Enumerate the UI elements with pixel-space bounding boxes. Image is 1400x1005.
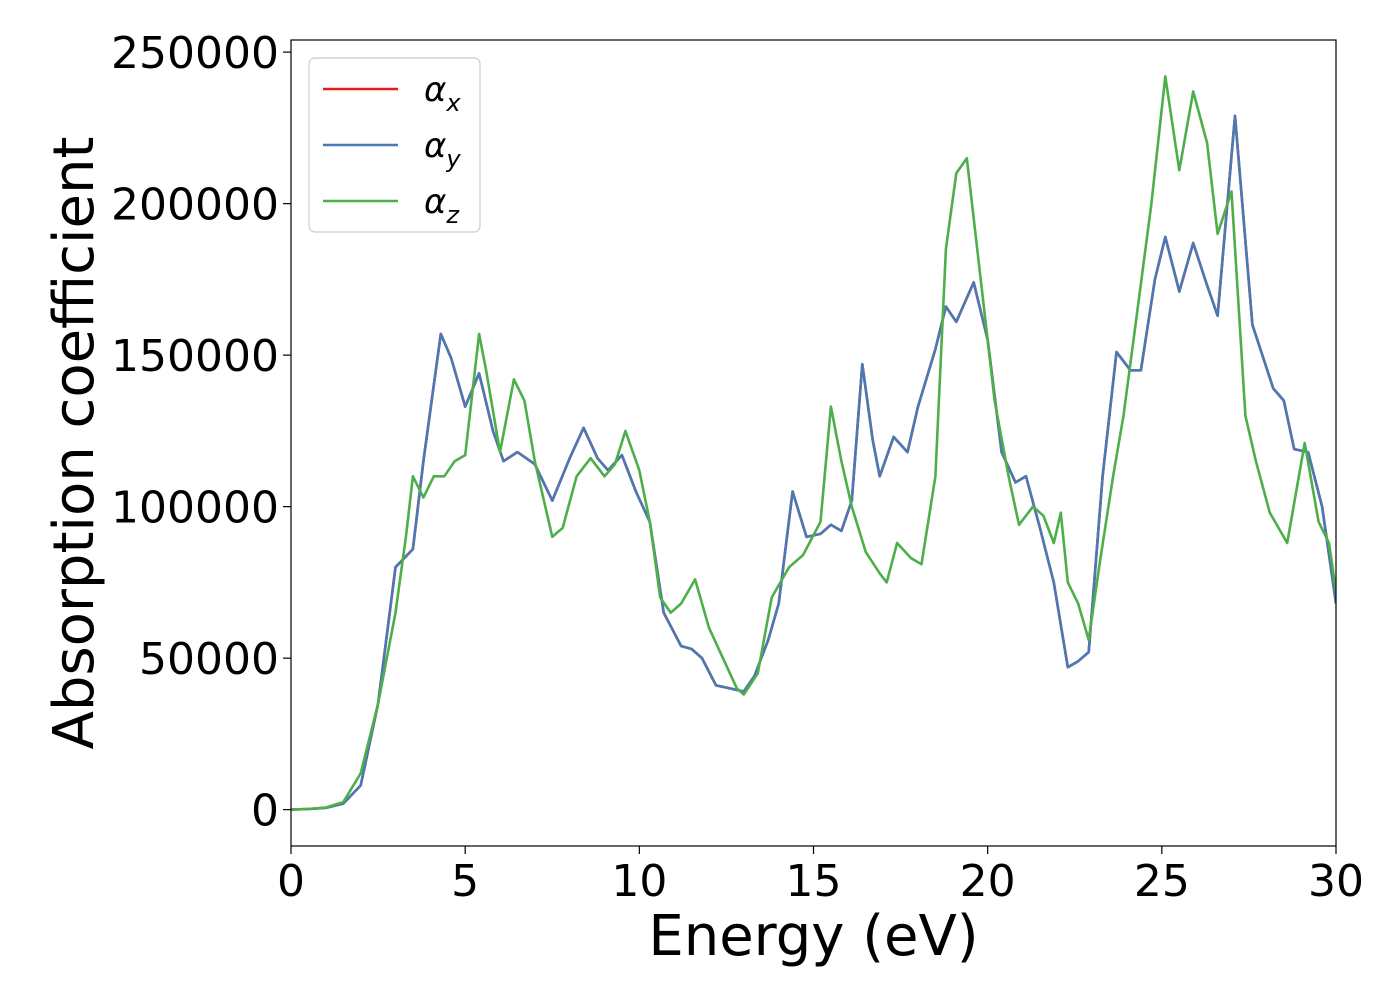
legend-label-x: αx — [424, 70, 461, 117]
x-tick-label: 25 — [1134, 856, 1190, 907]
x-tick-label: 5 — [451, 856, 479, 907]
x-tick-label: 0 — [277, 856, 305, 907]
y-tick-label: 100000 — [111, 483, 279, 534]
y-tick-label: 250000 — [111, 28, 279, 79]
x-tick-label: 15 — [786, 856, 842, 907]
y-axis-label: Absorption coefficient — [42, 137, 107, 750]
legend-label-z: αz — [424, 182, 460, 229]
legend-label-y: αy — [424, 126, 461, 173]
y-tick-label: 200000 — [111, 180, 279, 231]
y-tick-label: 50000 — [139, 634, 279, 685]
y-tick-label: 0 — [251, 786, 279, 837]
axis-ticks: 0 5 10 15 20 25 30 0 50000 100000 150000 200000 2500… — [111, 28, 1364, 907]
x-tick-label: 30 — [1308, 856, 1364, 907]
x-axis-label: Energy (eV) — [648, 904, 978, 969]
x-tick-label: 20 — [960, 856, 1016, 907]
plot-lines — [291, 75, 1336, 811]
series-line-z — [291, 75, 1336, 811]
x-tick-label: 10 — [611, 856, 667, 907]
series-line-y — [291, 114, 1336, 811]
legend: αx αy αz — [308, 57, 481, 233]
y-tick-label: 150000 — [111, 331, 279, 382]
